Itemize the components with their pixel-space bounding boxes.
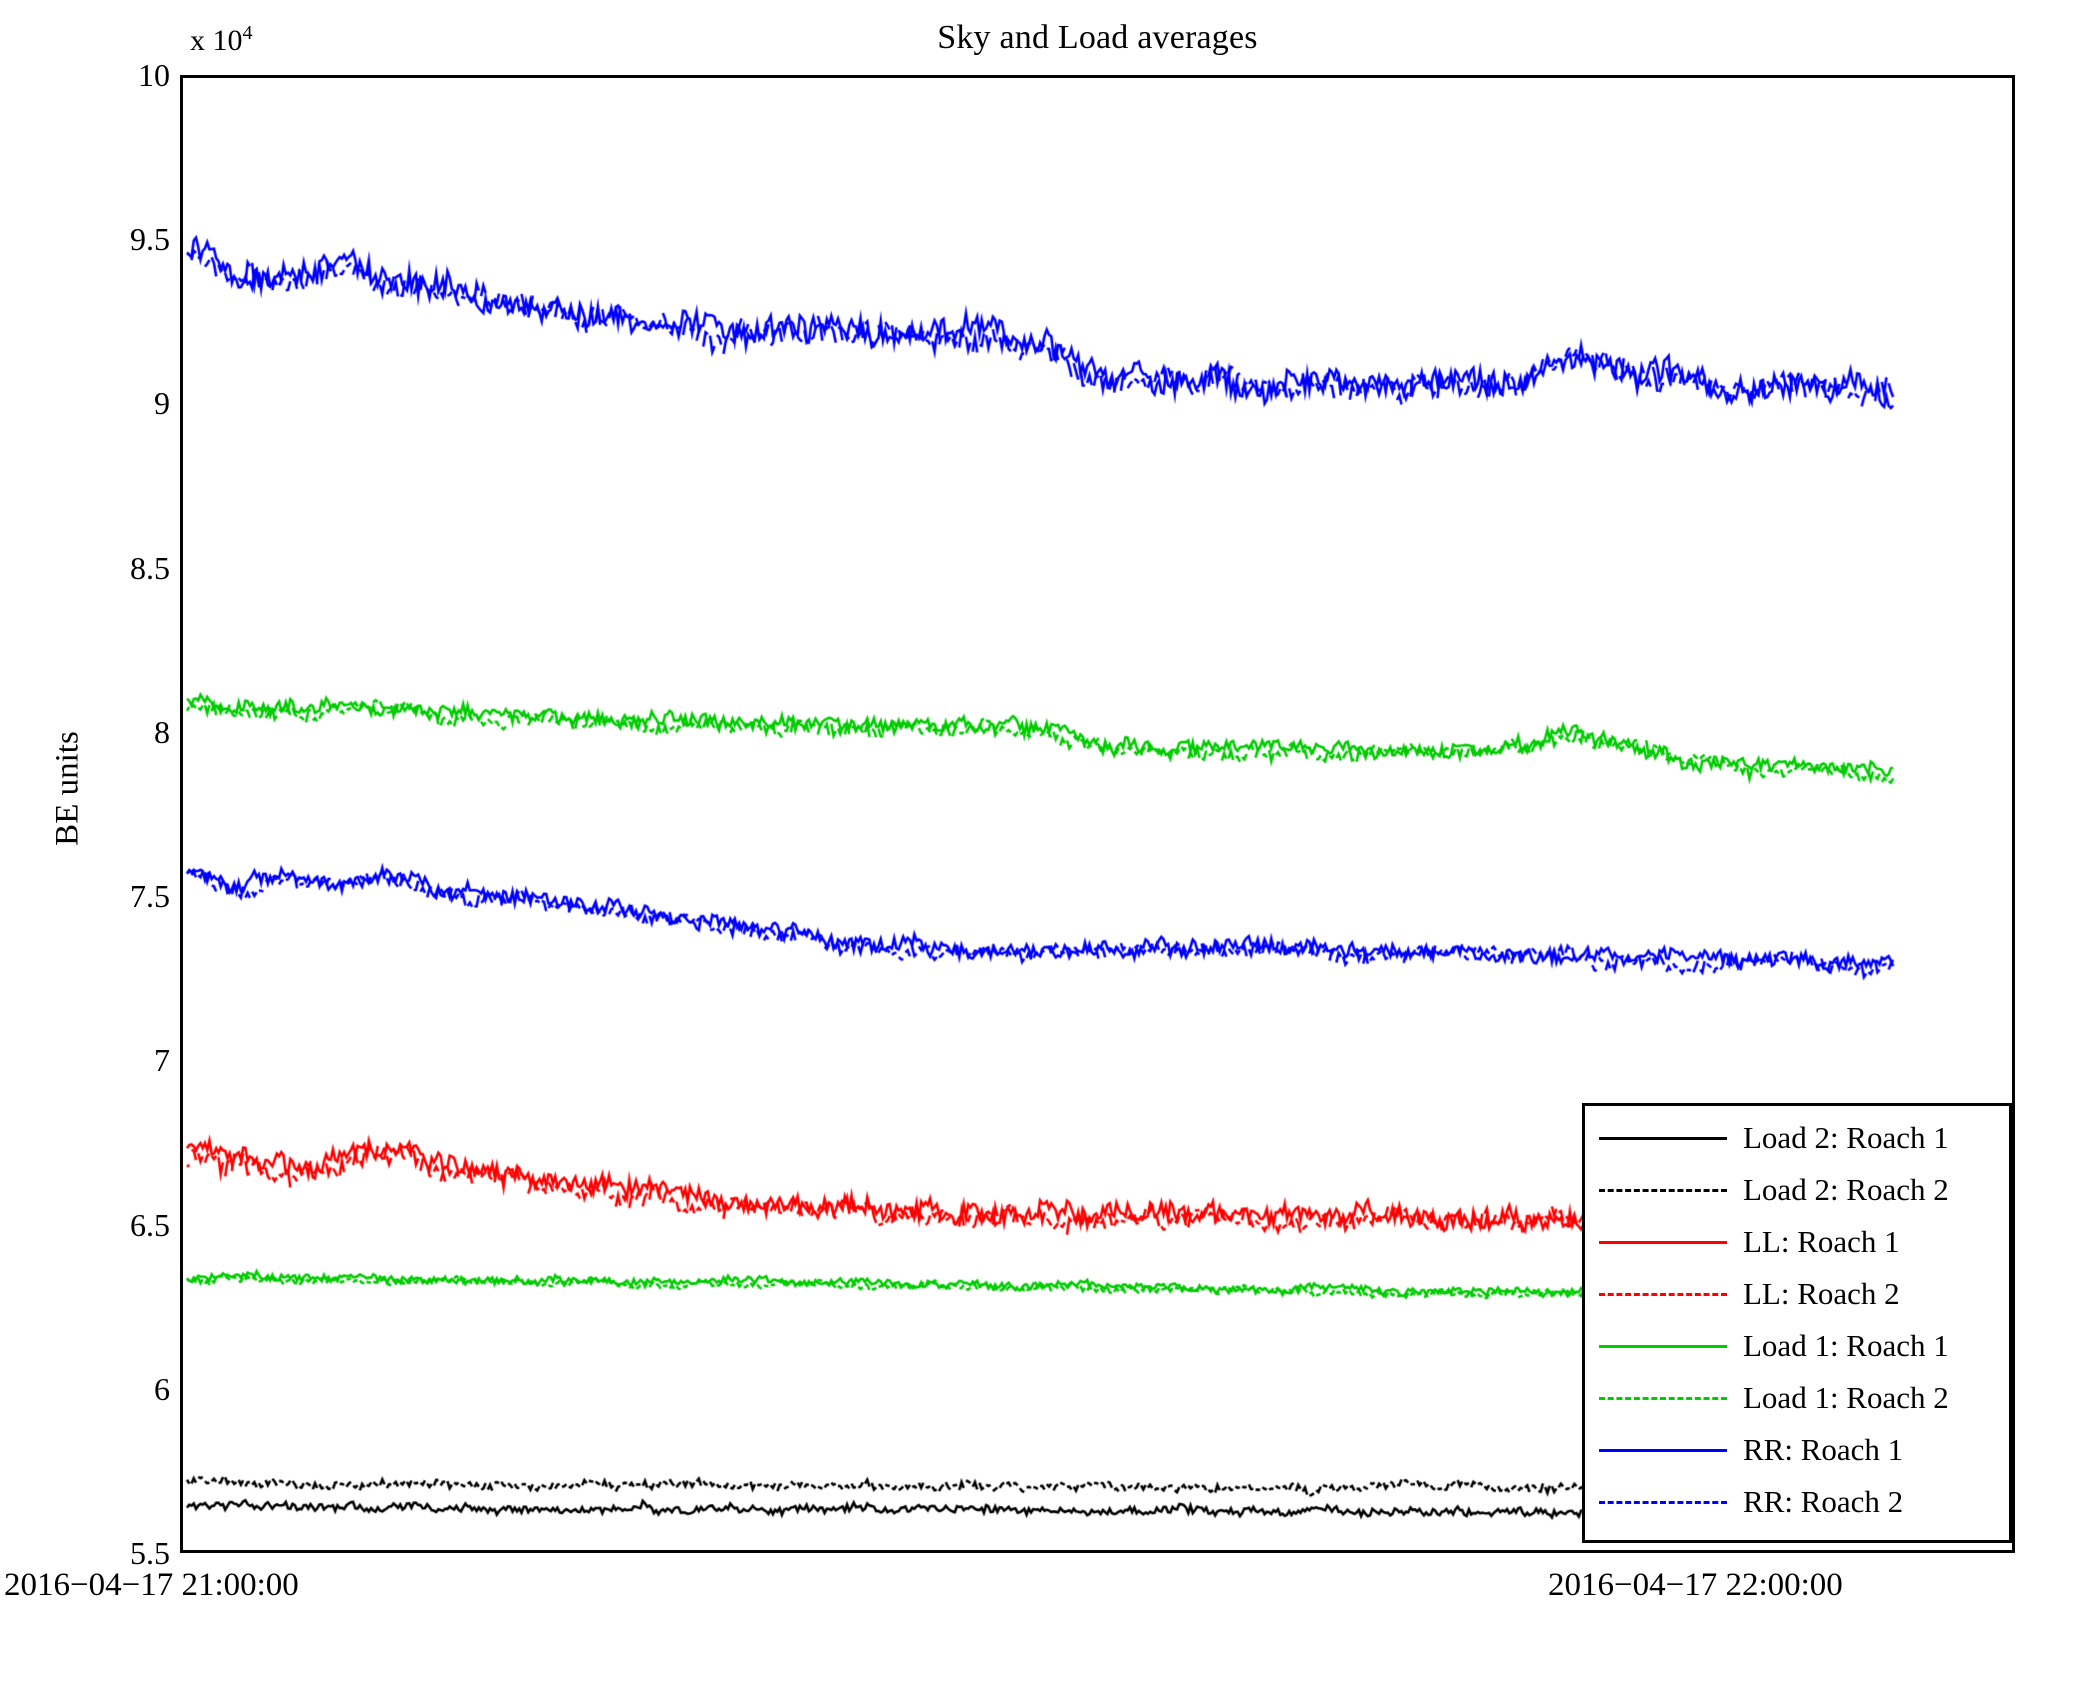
legend-item-label: RR: Roach 1	[1743, 1432, 1904, 1467]
legend-swatch-line	[1599, 1293, 1727, 1296]
legend-item-6[interactable]: RR: Roach 1	[1585, 1424, 2009, 1476]
y-axis-tick-8-5: 8.5	[130, 549, 170, 586]
x-axis-tick-label-left: 2016−04−17 21:00:00	[4, 1567, 299, 1603]
legend-item-label: LL: Roach 2	[1743, 1276, 1900, 1311]
legend-item-0[interactable]: Load 2: Roach 1	[1585, 1112, 2009, 1164]
legend-swatch-line	[1599, 1449, 1727, 1452]
y-axis-exponent-power: 4	[242, 22, 253, 44]
legend-item-label: Load 1: Roach 1	[1743, 1328, 1949, 1363]
y-axis-tick-10: 10	[138, 57, 170, 93]
legend-swatch-line	[1599, 1241, 1727, 1244]
legend-swatch-line	[1599, 1501, 1727, 1504]
y-axis-tick-6: 6	[154, 1370, 170, 1407]
y-axis-tick-labels: 10 9.5 9 8.5 8 7.5 7 6.5 6 5.5	[10, 0, 212, 1683]
legend-line-swatch-icon	[1599, 1334, 1727, 1358]
y-axis-tick-7-5: 7.5	[130, 878, 170, 915]
legend-swatch-line	[1599, 1137, 1727, 1140]
legend-swatch-line	[1599, 1397, 1727, 1400]
legend-swatch-line	[1599, 1189, 1727, 1192]
legend-item-label: LL: Roach 1	[1743, 1224, 1900, 1259]
legend-item-7[interactable]: RR: Roach 2	[1585, 1476, 2009, 1528]
y-axis-tick-8: 8	[154, 713, 170, 750]
y-axis-tick-9: 9	[154, 385, 170, 422]
legend-item-1[interactable]: Load 2: Roach 2	[1585, 1164, 2009, 1216]
legend-item-3[interactable]: LL: Roach 2	[1585, 1268, 2009, 1320]
chart-legend: Load 2: Roach 1 Load 2: Roach 2 LL: Roach …	[1582, 1103, 2012, 1543]
legend-line-swatch-icon	[1599, 1438, 1727, 1462]
legend-line-swatch-icon	[1599, 1230, 1727, 1254]
legend-line-swatch-icon	[1599, 1282, 1727, 1306]
legend-item-4[interactable]: Load 1: Roach 1	[1585, 1320, 2009, 1372]
legend-line-swatch-icon	[1599, 1178, 1727, 1202]
y-axis-tick-9-5: 9.5	[130, 221, 170, 258]
legend-item-label: Load 1: Roach 2	[1743, 1380, 1949, 1415]
y-axis-tick-6-5: 6.5	[130, 1206, 170, 1243]
legend-swatch-line	[1599, 1345, 1727, 1348]
legend-line-swatch-icon	[1599, 1386, 1727, 1410]
legend-line-swatch-icon	[1599, 1490, 1727, 1514]
legend-item-label: Load 2: Roach 2	[1743, 1172, 1949, 1207]
y-axis-tick-5-5: 5.5	[130, 1535, 170, 1571]
legend-item-label: Load 2: Roach 1	[1743, 1120, 1949, 1155]
legend-line-swatch-icon	[1599, 1126, 1727, 1150]
y-axis-tick-7: 7	[154, 1042, 170, 1079]
legend-item-5[interactable]: Load 1: Roach 2	[1585, 1372, 2009, 1424]
legend-item-2[interactable]: LL: Roach 1	[1585, 1216, 2009, 1268]
legend-item-label: RR: Roach 2	[1743, 1484, 1904, 1519]
y-axis-exponent-prefix: x 10	[190, 24, 243, 57]
page-title: Sky and Load averages	[937, 19, 1258, 56]
y-axis-exponent: x 104	[190, 22, 253, 58]
x-axis-tick-label-right: 2016−04−17 22:00:00	[1548, 1567, 1843, 1603]
